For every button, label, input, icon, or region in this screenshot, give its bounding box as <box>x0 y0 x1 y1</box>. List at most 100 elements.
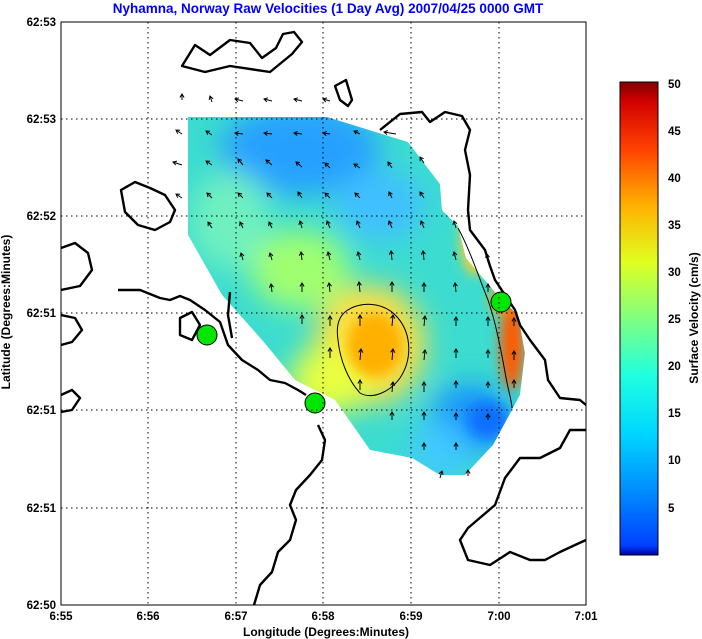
y-tick-label: 62:52 <box>27 211 56 223</box>
y-tick-label: 62:50 <box>27 600 56 612</box>
velocity-arrow <box>390 381 396 393</box>
coastline <box>61 30 586 605</box>
velocity-arrow <box>175 129 183 135</box>
velocity-arrow <box>465 469 471 476</box>
velocity-arrow <box>357 314 363 326</box>
velocity-arrow <box>234 97 244 103</box>
velocity-arrow <box>297 191 303 199</box>
y-tick-label: 62:53 <box>27 17 56 29</box>
velocity-arrow <box>452 282 458 293</box>
velocity-arrow <box>387 220 393 229</box>
colorbar-gradient <box>619 81 659 556</box>
colorbar-tick-label: 45 <box>668 126 681 138</box>
velocity-arrow <box>421 381 427 392</box>
contour-line <box>457 227 513 409</box>
velocity-arrow <box>453 348 459 358</box>
velocity-arrow <box>326 251 332 261</box>
velocity-arrow <box>421 442 427 450</box>
colorbar-tick-label: 5 <box>668 503 675 515</box>
x-tick-label: 6:57 <box>224 611 247 623</box>
velocity-arrow <box>322 97 331 103</box>
velocity-arrow <box>485 316 491 326</box>
velocity-arrow <box>485 413 491 420</box>
velocity-arrow <box>293 130 303 136</box>
site-marker <box>304 392 326 414</box>
velocity-arrow <box>485 283 491 292</box>
x-axis: 6:55 6:56 6:57 6:58 6:59 7:00 7:01 Longi… <box>49 611 598 639</box>
velocity-arrow <box>485 349 491 358</box>
velocity-arrow <box>390 314 396 327</box>
velocity-arrow <box>327 347 333 358</box>
velocity-arrow <box>421 282 427 292</box>
velocity-arrow <box>327 315 333 326</box>
colorbar-label: Surface Velocity (cm/s) <box>687 252 701 383</box>
velocity-arrow <box>390 348 396 361</box>
velocity-arrow <box>298 220 304 229</box>
velocity-arrow <box>453 380 459 388</box>
velocity-arrow <box>172 160 183 166</box>
x-tick-label: 6:56 <box>136 611 159 623</box>
velocity-arrow <box>355 220 361 229</box>
velocity-arrow <box>179 93 185 100</box>
velocity-arrow <box>383 130 397 135</box>
x-tick-label: 6:59 <box>399 611 422 623</box>
velocity-arrow <box>389 281 395 292</box>
velocity-arrow <box>420 250 426 261</box>
velocity-arrow <box>324 192 331 199</box>
velocity-arrow <box>453 316 459 326</box>
velocity-arrow <box>453 412 459 420</box>
velocity-arrow <box>266 192 273 199</box>
velocity-arrow <box>452 251 458 261</box>
velocity-arrow <box>422 315 428 327</box>
velocity-arrow <box>354 192 361 199</box>
velocity-arrow <box>358 348 364 361</box>
velocity-arrow <box>353 163 361 169</box>
velocity-arrow <box>356 251 362 261</box>
y-tick-label: 62:51 <box>27 308 57 320</box>
velocity-arrow <box>208 95 214 103</box>
velocity-arrow <box>205 160 213 166</box>
colorbar: 50 45 40 35 30 25 20 15 10 5 Surface Vel… <box>619 79 701 556</box>
colorbar-tick-label: 35 <box>668 220 681 232</box>
velocity-arrow <box>421 411 427 420</box>
velocity-field <box>188 117 525 475</box>
velocity-arrow <box>293 97 303 103</box>
velocity-arrow <box>326 282 332 293</box>
velocity-arrow <box>324 162 331 169</box>
x-axis-label: Longitude (Degrees:Minutes) <box>243 625 409 639</box>
site-marker <box>196 324 218 346</box>
chart-title: Nyhamna, Norway Raw Velocities (1 Day Av… <box>113 1 544 16</box>
velocity-arrow <box>511 350 517 360</box>
y-tick-label: 62:51 <box>27 405 57 417</box>
velocity-arrow <box>206 192 213 199</box>
velocity-arrow <box>268 221 273 229</box>
colorbar-tick-label: 25 <box>668 314 681 326</box>
velocity-arrow <box>357 379 363 390</box>
velocity-arrow <box>325 220 331 229</box>
velocity-arrow <box>452 220 458 229</box>
velocity-arrow <box>453 442 459 450</box>
velocity-arrow <box>356 281 362 293</box>
velocity-arrow <box>207 221 213 229</box>
velocity-arrow <box>265 159 273 166</box>
velocity-arrow <box>268 252 274 261</box>
velocity-arrow <box>239 252 245 261</box>
contour-line <box>336 303 410 397</box>
colorbar-tick-label: 10 <box>668 455 681 467</box>
velocity-arrow <box>237 158 244 166</box>
colorbar-tick-label: 40 <box>668 173 681 185</box>
velocity-arrow <box>353 130 361 135</box>
velocity-arrow <box>237 192 244 199</box>
velocity-arrow <box>511 379 517 388</box>
velocity-arrow <box>295 161 303 168</box>
colorbar-tick-label: 30 <box>668 267 681 279</box>
site-marker <box>490 291 512 313</box>
velocity-arrow <box>419 156 425 164</box>
colorbar-tick-label: 50 <box>668 79 681 91</box>
velocity-arrow <box>484 253 490 263</box>
velocity-arrow <box>263 130 273 136</box>
velocity-arrow <box>387 161 393 169</box>
velocity-arrow <box>239 221 244 229</box>
y-axis-label: Latitude (Degrees:Minutes) <box>0 235 13 390</box>
